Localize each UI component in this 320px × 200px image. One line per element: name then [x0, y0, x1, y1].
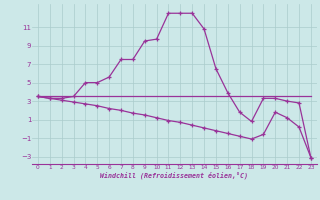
X-axis label: Windchill (Refroidissement éolien,°C): Windchill (Refroidissement éolien,°C): [100, 171, 248, 179]
